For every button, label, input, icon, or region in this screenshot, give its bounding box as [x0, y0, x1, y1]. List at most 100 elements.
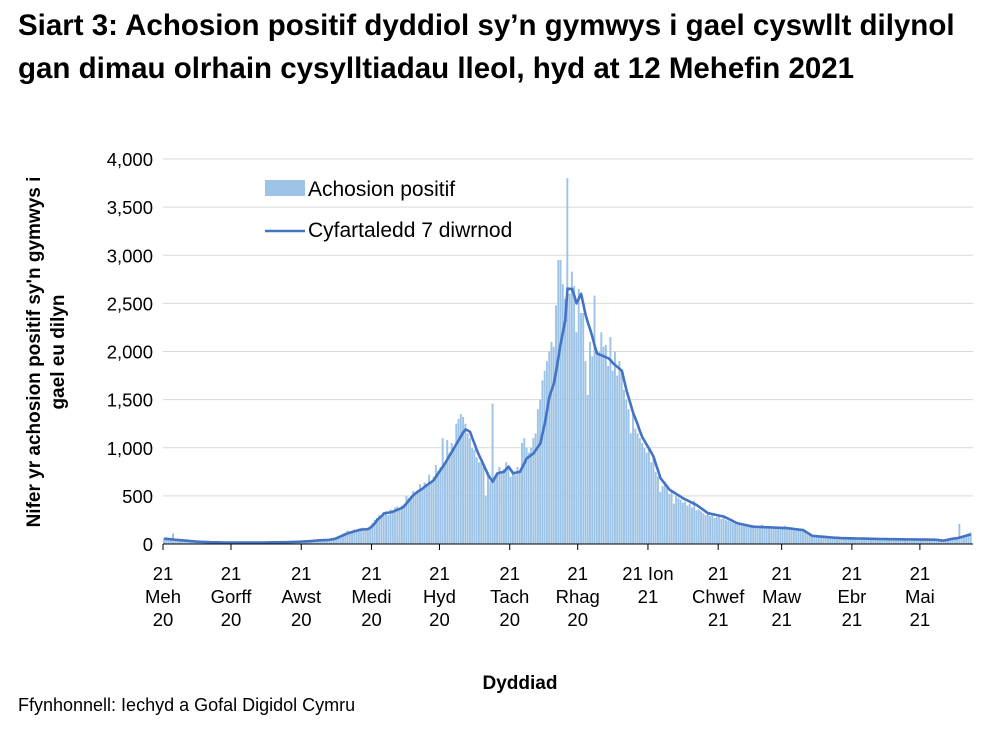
bar: [702, 513, 705, 544]
bar: [817, 536, 820, 544]
bar: [566, 178, 569, 544]
bar: [414, 492, 417, 544]
bar: [958, 523, 961, 544]
bar: [310, 541, 313, 544]
bar: [575, 332, 578, 544]
bar: [792, 530, 795, 544]
bar: [498, 467, 501, 544]
bar: [339, 534, 342, 544]
y-tick-label: 3,000: [107, 245, 153, 266]
bar: [543, 370, 546, 544]
bar: [489, 481, 492, 544]
bar: [942, 540, 945, 544]
legend-label-line: Cyfartaledd 7 diwrnod: [308, 219, 512, 242]
bar: [749, 525, 752, 544]
bar: [697, 509, 700, 544]
bar: [561, 284, 564, 545]
x-tick-label: 21: [708, 609, 729, 630]
bar: [616, 375, 619, 544]
bar: [856, 538, 859, 544]
bar: [434, 465, 437, 544]
y-tick-label: 2,000: [107, 342, 153, 363]
bar: [881, 539, 884, 544]
bar: [752, 527, 755, 544]
bar: [559, 260, 562, 544]
bar: [706, 512, 709, 544]
bar: [641, 442, 644, 544]
x-tick-label: 21: [361, 563, 382, 584]
bar: [940, 540, 943, 544]
bar: [720, 518, 723, 544]
bar: [607, 365, 610, 544]
bar: [550, 341, 553, 545]
bar: [421, 488, 424, 544]
x-tick-label: 21: [842, 609, 863, 630]
bar: [185, 540, 188, 544]
bar: [808, 535, 811, 544]
bar: [938, 540, 940, 544]
bar: [317, 540, 320, 544]
bar: [763, 528, 766, 544]
bar: [754, 526, 757, 544]
bar: [337, 535, 340, 544]
bar: [589, 341, 591, 545]
bar: [849, 538, 852, 544]
y-tick-label: 1,500: [107, 390, 153, 411]
bar: [573, 286, 576, 544]
bar: [781, 528, 784, 544]
bar: [432, 476, 435, 545]
bar: [530, 447, 533, 544]
bar: [867, 538, 870, 544]
bar: [369, 526, 372, 544]
bar: [579, 313, 582, 544]
x-tick-label: 20: [361, 609, 382, 630]
bar: [509, 476, 512, 545]
bar: [779, 528, 782, 544]
x-tick-label: 21: [221, 563, 242, 584]
bar: [623, 390, 625, 544]
bar: [872, 538, 875, 544]
bar: [840, 538, 843, 544]
bar: [638, 438, 641, 545]
bar: [806, 534, 809, 545]
bar: [382, 512, 385, 544]
bar: [919, 539, 922, 544]
bar: [167, 539, 170, 544]
bar: [811, 536, 814, 544]
bar: [700, 511, 702, 544]
bar: [477, 462, 480, 544]
bar: [387, 515, 390, 545]
bar: [879, 538, 882, 544]
bar: [899, 539, 902, 544]
bar: [342, 533, 344, 544]
bar: [181, 540, 184, 544]
bar: [570, 271, 573, 544]
bar: [305, 541, 308, 544]
bar-series: [163, 178, 972, 545]
bar: [681, 502, 684, 544]
bar: [833, 538, 836, 544]
bar: [491, 403, 494, 544]
bar: [471, 447, 474, 544]
bar: [500, 471, 503, 544]
source-note: Ffynhonnell: Iechyd a Gofal Digidol Cymr…: [18, 695, 356, 715]
bar: [582, 313, 585, 544]
bar: [768, 526, 770, 544]
bar: [394, 507, 397, 544]
bar: [847, 538, 850, 544]
bar: [468, 438, 471, 545]
bar: [534, 433, 537, 544]
bar: [924, 539, 927, 544]
x-tick-label: 20: [567, 609, 588, 630]
bar: [604, 344, 607, 544]
legend-label-bars: Achosion positif: [308, 178, 455, 201]
bar: [718, 515, 721, 545]
bar: [892, 539, 895, 544]
bar: [410, 495, 412, 545]
bar: [824, 537, 827, 544]
bar: [380, 517, 383, 544]
y-tick-label: 0: [143, 534, 153, 555]
bar: [613, 351, 616, 544]
